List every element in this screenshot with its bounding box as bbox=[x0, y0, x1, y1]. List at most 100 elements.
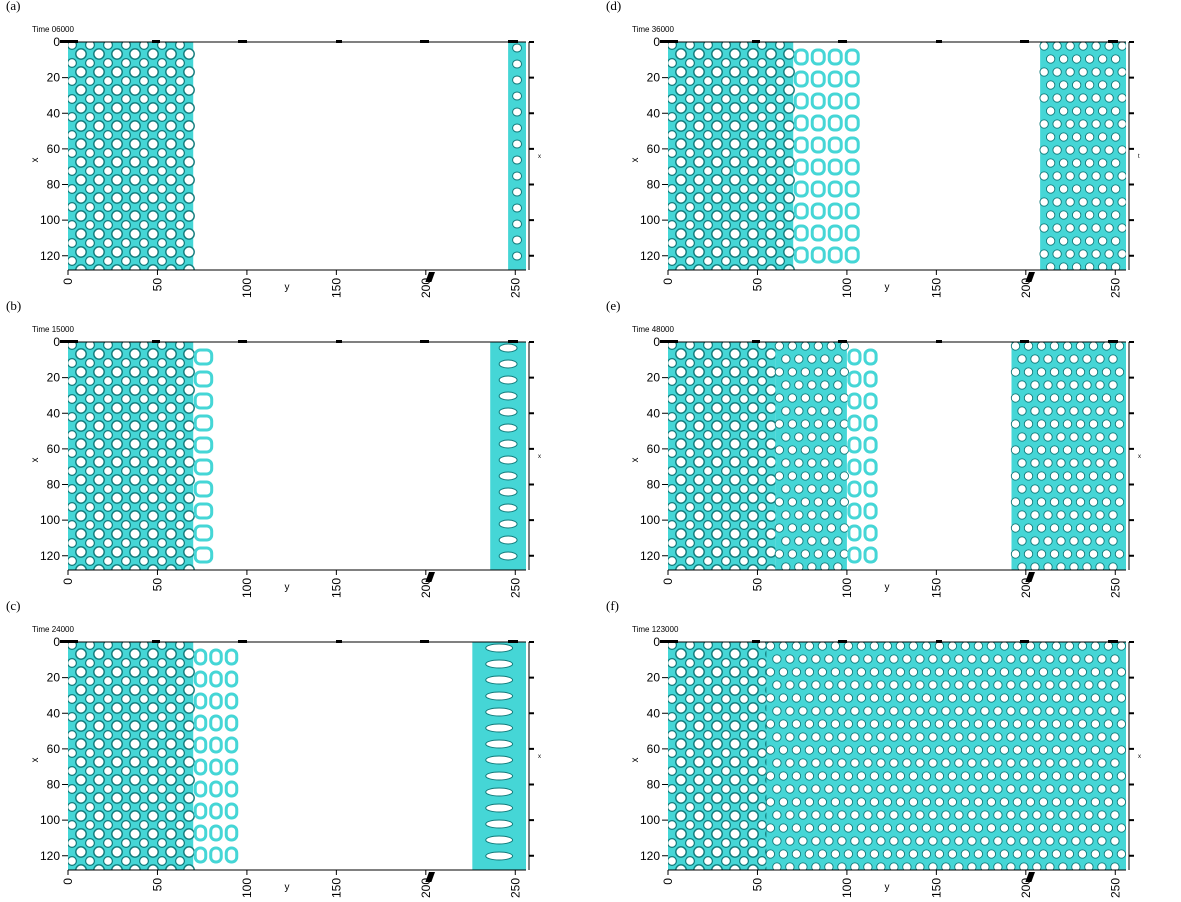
x-tick-label: 0 bbox=[53, 635, 60, 649]
porous-hole bbox=[1095, 510, 1105, 520]
porous-hole bbox=[850, 680, 860, 690]
mesh-hole bbox=[75, 474, 87, 486]
porous-hole bbox=[1056, 380, 1066, 390]
mesh-hole bbox=[68, 130, 77, 140]
mesh-hole bbox=[668, 184, 677, 194]
porous-hole bbox=[800, 549, 810, 559]
porous-hole bbox=[1039, 67, 1049, 77]
mesh-hole bbox=[693, 84, 705, 96]
x-tick-label: 60 bbox=[647, 142, 661, 156]
mesh-hole bbox=[711, 402, 723, 414]
mesh-hole bbox=[702, 538, 713, 549]
porous-hole bbox=[1030, 432, 1040, 442]
mesh-hole bbox=[139, 202, 150, 213]
porous-hole bbox=[1017, 536, 1027, 546]
porous-hole bbox=[1110, 836, 1120, 846]
porous-hole bbox=[1091, 145, 1101, 155]
porous-hole bbox=[1045, 236, 1056, 246]
mesh-hole bbox=[711, 684, 723, 696]
mesh-hole bbox=[757, 393, 768, 404]
porous-hole bbox=[1006, 654, 1016, 664]
mesh-hole bbox=[729, 792, 741, 804]
porous-hole bbox=[794, 536, 804, 546]
porous-hole bbox=[800, 419, 810, 429]
mesh-hole bbox=[183, 438, 195, 450]
mesh-hole bbox=[103, 342, 113, 350]
porous-hole bbox=[839, 523, 849, 533]
loop-ring bbox=[209, 648, 223, 666]
porous-hole bbox=[813, 523, 823, 533]
mesh-hole bbox=[68, 58, 77, 68]
mesh-hole bbox=[675, 510, 687, 522]
mesh-hole bbox=[693, 174, 705, 186]
mesh-hole bbox=[183, 792, 195, 804]
porous-hole bbox=[889, 784, 899, 794]
mesh-hole bbox=[693, 492, 705, 504]
porous-hole bbox=[1103, 745, 1114, 755]
porous-hole bbox=[1038, 823, 1049, 833]
porous-hole bbox=[889, 758, 899, 768]
mesh-hole bbox=[765, 510, 777, 522]
mesh-hole bbox=[675, 528, 687, 540]
porous-hole bbox=[1019, 862, 1029, 870]
porous-hole bbox=[1045, 732, 1055, 742]
porous-hole bbox=[928, 758, 938, 768]
mesh-hole bbox=[157, 166, 168, 177]
porous-hole bbox=[902, 732, 912, 742]
mesh-hole bbox=[183, 666, 195, 678]
mesh-hole bbox=[68, 820, 77, 830]
mesh-hole bbox=[84, 75, 95, 86]
panel-letter: (e) bbox=[606, 298, 621, 313]
porous-hole bbox=[1065, 119, 1075, 129]
loop-ring bbox=[810, 180, 826, 198]
mesh-hole bbox=[711, 138, 723, 150]
loop-ring bbox=[847, 370, 862, 388]
porous-hole bbox=[781, 484, 791, 494]
mesh-hole bbox=[775, 202, 786, 213]
y-tick-label: 250 bbox=[508, 878, 522, 898]
porous-hole bbox=[807, 406, 817, 416]
porous-hole bbox=[1110, 732, 1120, 742]
porous-hole bbox=[1077, 849, 1088, 859]
porous-hole bbox=[804, 771, 815, 781]
mesh-hole bbox=[175, 856, 186, 867]
mesh-hole bbox=[675, 420, 687, 432]
porous-hole bbox=[986, 667, 997, 677]
porous-hole bbox=[820, 458, 830, 468]
porous-hole bbox=[1045, 706, 1055, 716]
mesh-hole bbox=[183, 384, 195, 396]
porous-hole bbox=[820, 354, 830, 364]
loop-ring bbox=[209, 824, 223, 842]
porous-hole bbox=[1038, 849, 1049, 859]
mesh-hole bbox=[129, 474, 141, 486]
porous-hole bbox=[1114, 419, 1125, 429]
porous-hole bbox=[1010, 445, 1021, 455]
porous-hole bbox=[1075, 523, 1086, 533]
mesh-hole bbox=[68, 112, 77, 122]
porous-hole bbox=[1110, 236, 1121, 246]
porous-hole bbox=[999, 693, 1010, 703]
porous-hole bbox=[973, 771, 984, 781]
mesh-hole bbox=[157, 784, 168, 795]
mesh-hole bbox=[93, 792, 105, 804]
mesh-hole bbox=[84, 148, 95, 159]
mesh-hole bbox=[775, 111, 786, 122]
porous-hole bbox=[1071, 732, 1081, 742]
porous-hole bbox=[826, 445, 836, 455]
panel-time-label: Time 24000 bbox=[32, 625, 74, 634]
mesh-hole bbox=[147, 702, 159, 714]
porous-hole bbox=[1049, 523, 1060, 533]
porous-hole bbox=[1049, 419, 1060, 429]
x-tick-label: 100 bbox=[640, 213, 660, 227]
mesh-hole bbox=[84, 484, 95, 495]
mesh-hole bbox=[720, 411, 731, 422]
mesh-hole bbox=[711, 192, 723, 204]
mesh-hole bbox=[120, 393, 131, 404]
porous-hole bbox=[934, 797, 945, 807]
porous-hole bbox=[1012, 642, 1023, 651]
mesh-hole bbox=[720, 202, 731, 213]
loop-ring bbox=[793, 224, 809, 242]
porous-hole bbox=[856, 745, 867, 755]
mesh-hole bbox=[668, 376, 677, 386]
edge-hole bbox=[512, 203, 523, 213]
